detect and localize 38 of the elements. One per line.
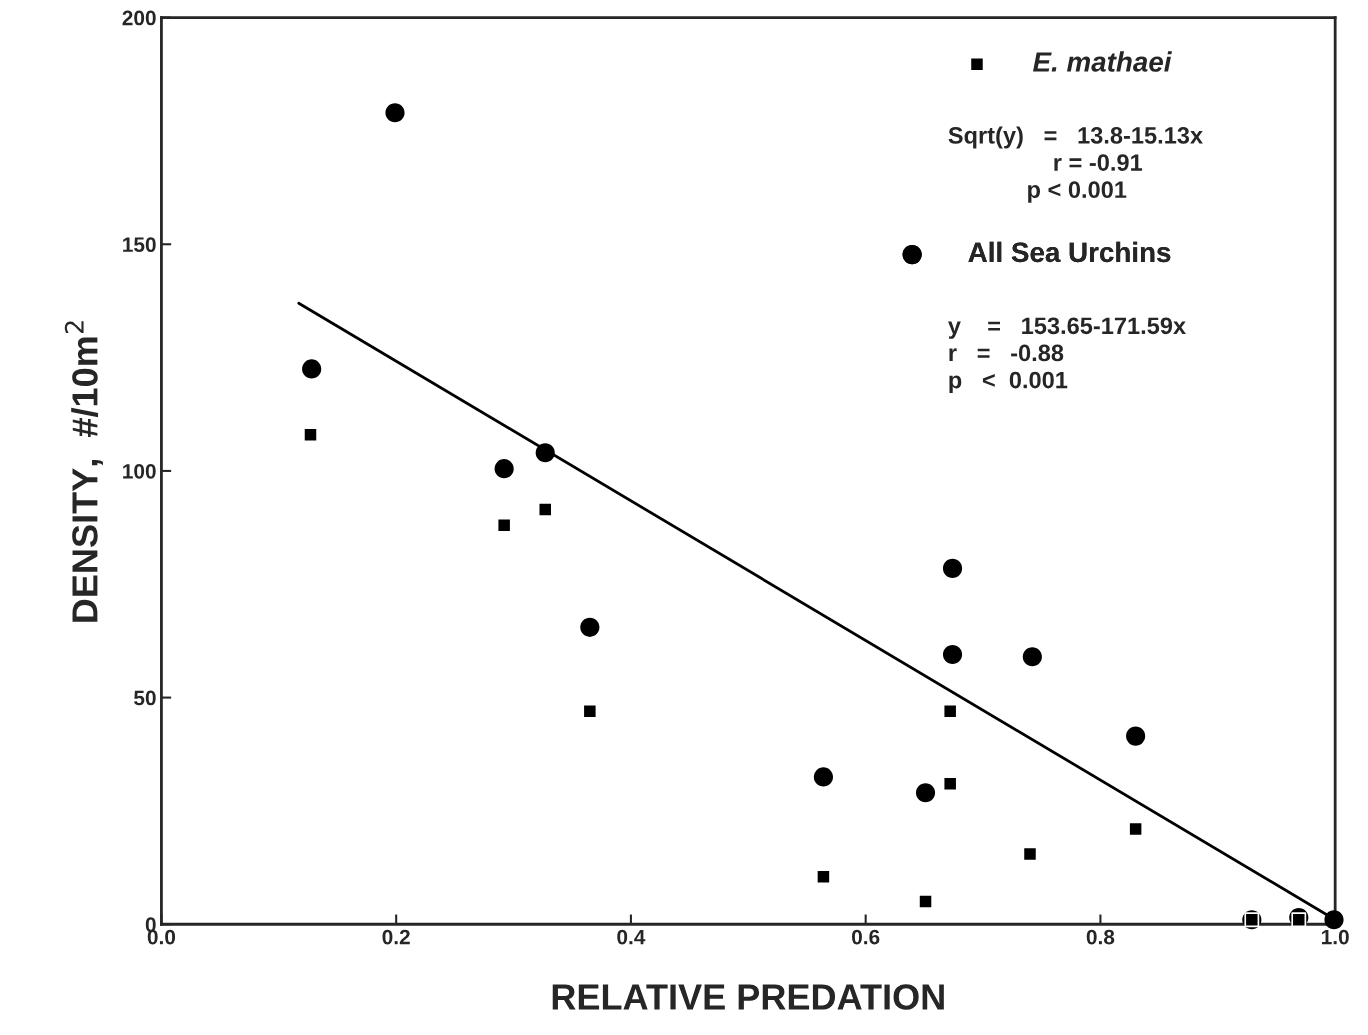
point [918,894,933,910]
point [1128,821,1144,837]
point [537,502,553,517]
point [1291,912,1307,928]
point [302,359,322,379]
point [535,443,555,463]
y-tick-label: 150 [123,237,156,253]
x-axis-title: RELATIVE PREDATION [552,984,944,1010]
point [942,558,963,578]
point [303,427,318,443]
point [1022,647,1042,667]
legend-label: All Sea Urchins [968,241,1171,263]
y-tick-label: 100 [123,463,156,479]
point [1126,726,1146,746]
legend-label: E. mathaei [1033,51,1172,72]
point [385,103,405,123]
point [942,644,963,665]
annotation: Sqrt(y) = 13.8-15.13x r = -0.91 p < 0.001 [948,126,1203,203]
point [496,517,512,533]
x-tick-label: 0.4 [617,929,646,945]
y-axis-title: DENSITY, #/10m$^{2}$ [64,321,103,622]
x-tick-label: 0.2 [382,929,410,945]
point [1324,910,1344,930]
point [942,776,958,792]
point [815,869,831,885]
x-tick-label: 1.0 [1322,929,1349,945]
point [1022,846,1038,862]
point [494,459,514,479]
point [915,783,936,803]
point [582,703,598,719]
point [580,617,600,637]
annotation: y = 153.65-171.59x r = -0.88 p < 0.001 [948,317,1186,394]
point [942,703,958,719]
x-tick-label: 0.8 [1086,929,1115,945]
point [813,767,833,787]
y-tick-label: 200 [122,10,156,26]
x-tick-label: 0.6 [852,929,880,945]
y-tick-label: 50 [134,690,156,706]
